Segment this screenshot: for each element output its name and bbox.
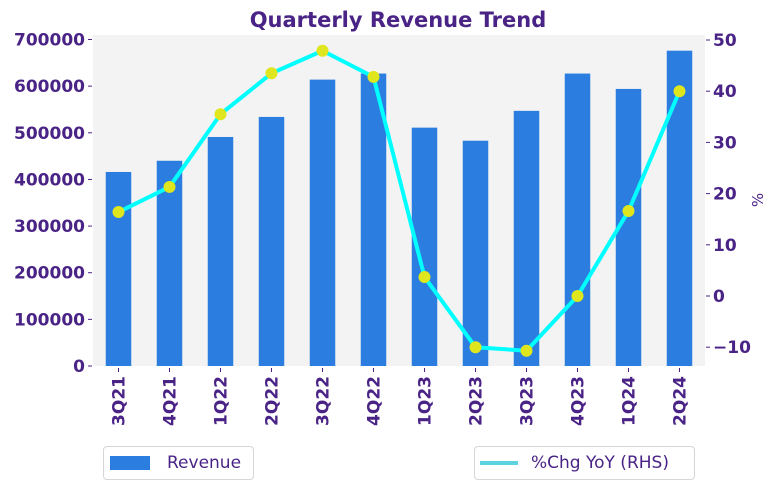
yoy-point-1Q23 [418,271,431,284]
left-tick-label: 700000 [14,31,85,51]
x-tick-label: 2Q22 [263,376,283,426]
x-tick-label: 4Q23 [569,376,589,426]
bar-4Q22 [360,73,387,366]
legend-swatch-yoy [480,461,518,465]
plot-area [93,35,705,366]
yoy-line [117,48,682,353]
left-tick-label: 100000 [14,310,85,330]
x-tick-label: 4Q21 [161,376,181,426]
x-tick-label: 1Q22 [212,376,232,426]
bar-2Q23 [462,140,489,366]
legend-yoy: %Chg YoY (RHS) [474,446,695,480]
legend-label-revenue: Revenue [167,453,242,473]
chart-title: Quarterly Revenue Trend [250,8,547,32]
right-tick-label: 40 [713,82,737,102]
yoy-point-4Q23 [571,290,584,302]
revenue-bars [105,50,693,367]
yoy-point-3Q22 [316,44,329,57]
x-tick-label: 1Q24 [620,376,640,426]
x-tick-label: 3Q21 [110,376,130,426]
bar-2Q24 [666,50,693,367]
x-tick-label: 4Q22 [365,376,385,426]
legend-revenue: Revenue [103,446,254,480]
right-tick-label: 0 [713,287,725,307]
yoy-point-1Q22 [214,108,227,121]
yoy-point-4Q21 [163,180,176,193]
left-tick-label: 500000 [14,124,85,144]
yoy-point-4Q22 [367,70,380,83]
right-axis: −10 0 10 20 30 40 50 [706,31,751,358]
legend-label-yoy: %Chg YoY (RHS) [531,453,669,473]
x-tick-label: 3Q22 [314,376,334,426]
right-tick-label: −10 [713,338,751,358]
yoy-point-3Q23 [520,344,533,357]
x-tick-label: 2Q23 [467,376,487,426]
bar-4Q23 [564,73,591,366]
right-tick-label: 10 [713,236,737,256]
yoy-point-2Q24 [673,85,686,98]
bar-1Q22 [207,136,234,366]
left-tick-label: 600000 [14,77,85,97]
x-tick-label: 2Q24 [671,376,691,426]
yoy-line-series [112,44,686,357]
yoy-point-2Q22 [265,67,278,80]
yoy-point-2Q23 [469,341,482,354]
right-tick-label: 20 [713,185,737,205]
bar-3Q23 [513,110,540,366]
bar-4Q21 [156,160,183,366]
left-tick-label: 400000 [14,170,85,190]
x-tick-label: 1Q23 [416,376,436,426]
left-tick-label: 300000 [14,217,85,237]
x-axis: 3Q21 4Q21 1Q22 2Q22 3Q22 4Q22 1Q23 2Q23 3Q23 4Q23… [110,368,691,426]
x-tick-label: 3Q23 [518,376,538,426]
yoy-point-3Q21 [112,206,125,219]
bar-3Q21 [105,171,132,366]
yoy-point-1Q24 [622,205,635,218]
right-tick-label: 30 [713,133,737,153]
right-axis-label: % [749,193,767,207]
bar-2Q22 [258,116,285,366]
right-tick-label: 50 [713,31,737,51]
left-tick-label: 200000 [14,264,85,284]
left-axis: 0 100000 200000 300000 400000 500000 600000 700… [14,31,92,377]
legend-swatch-revenue [110,456,150,470]
bar-3Q22 [309,79,336,366]
left-tick-label: 0 [73,357,85,377]
